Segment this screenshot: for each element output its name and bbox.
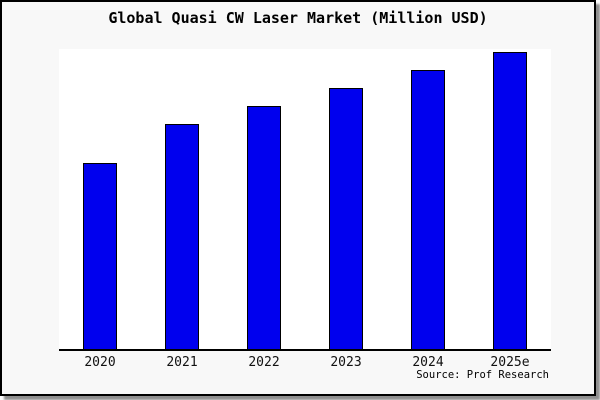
bar-2022 — [247, 106, 281, 349]
bar-2025e — [493, 52, 527, 349]
x-axis-label-2025e: 2025e — [490, 355, 530, 370]
x-axis-label-2024: 2024 — [412, 355, 444, 370]
x-axis-label-2022: 2022 — [248, 355, 280, 370]
plot-area — [59, 49, 551, 351]
x-axis-label-2020: 2020 — [84, 355, 116, 370]
chart-title: Global Quasi CW Laser Market (Million US… — [108, 9, 488, 27]
x-axis-label-2023: 2023 — [330, 355, 362, 370]
bar-2020 — [83, 163, 117, 349]
x-axis-label-2021: 2021 — [166, 355, 198, 370]
bar-2023 — [329, 88, 363, 349]
bar-2021 — [165, 124, 199, 349]
source-caption: Source: Prof Research — [416, 369, 549, 381]
bar-2024 — [411, 70, 445, 349]
